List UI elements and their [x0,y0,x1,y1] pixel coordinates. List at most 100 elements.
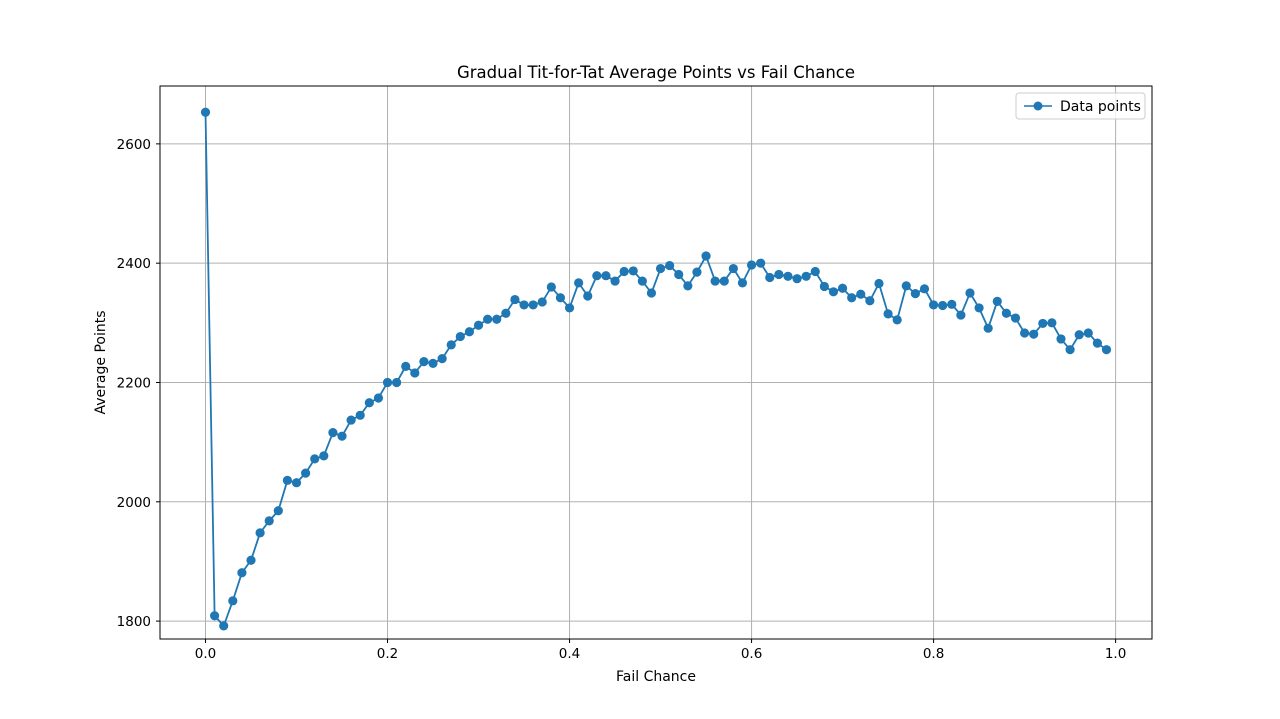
data-point [637,276,647,286]
data-point [692,267,702,277]
data-point [1056,334,1066,344]
data-point [928,300,939,310]
data-point [883,309,893,319]
data-point [282,475,293,485]
data-point [392,377,402,388]
data-point [847,293,857,303]
legend-marker-swatch [1033,101,1043,111]
data-point [919,284,930,294]
x-axis-label: Fail Chance [616,669,696,685]
data-point [301,468,311,478]
data-point [646,288,657,298]
data-point [683,281,693,291]
legend-box [1015,92,1146,120]
data-point [492,314,502,324]
data-point [364,398,374,408]
series-line [204,112,1108,627]
data-point [1083,328,1093,338]
data-point [956,310,966,320]
data-point [710,276,720,286]
data-point [546,282,556,292]
grid [160,86,1152,639]
data-point [328,427,338,438]
data-point [337,431,347,441]
data-point [865,296,875,306]
data-point [992,296,1002,306]
data-point [446,340,456,350]
data-point [774,269,784,280]
data-point [874,278,884,289]
data-point [200,107,211,117]
data-point [1038,318,1048,329]
data-point [819,281,829,292]
y-axis-label: Average Points [93,311,109,415]
data-point [428,358,438,368]
legend: Data points [1015,92,1146,120]
data-point [938,300,948,311]
data-point [837,283,848,293]
data-point [510,294,520,305]
data-point [1065,345,1075,355]
data-point [310,454,320,464]
data-point [701,251,711,261]
data-point [947,299,957,309]
data-point [983,323,993,333]
data-point [610,276,620,286]
data-point [437,354,447,364]
y-tick-label: 1800 [117,614,151,630]
data-point [1001,308,1011,318]
data-point [219,621,229,631]
data-point [519,300,529,310]
data-point [583,291,593,301]
data-point [483,314,493,324]
data-point [655,263,666,274]
data-point [756,258,766,268]
x-tick-label: 0.0 [195,646,216,662]
data-point [828,287,839,297]
x-tick-label: 0.4 [559,646,580,662]
x-tick-label: 0.6 [741,646,762,662]
data-point [1092,338,1102,348]
data-point [601,271,611,281]
data-point [319,451,329,461]
data-point [728,263,738,274]
data-point [1101,345,1112,355]
data-point [464,327,475,337]
x-tick-label: 1.0 [1105,646,1126,662]
data-point [501,308,511,318]
data-point [346,415,356,425]
data-point [382,377,393,388]
data-point [892,315,902,325]
data-point [1074,330,1084,340]
data-point [1029,329,1039,339]
x-tick-label: 0.2 [377,646,398,662]
data-point [592,271,602,281]
data-point [264,516,274,526]
x-tick-label: 0.8 [923,646,944,662]
data-point [1019,328,1030,338]
data-point [628,266,638,276]
data-point [564,303,575,313]
data-point [273,506,283,516]
data-point [783,271,793,281]
data-point [528,300,538,310]
legend-label: Data points [1060,99,1141,115]
data-point [801,271,811,281]
x-axis-ticks: 0.0 0.2 0.4 0.6 0.8 1.0 [195,639,1126,662]
data-point [665,260,675,271]
data-point [974,303,984,313]
data-point [719,276,729,286]
data-point [965,288,975,298]
data-point [210,611,220,621]
data-point [237,568,247,578]
data-point [455,331,465,342]
data-point [765,272,775,283]
data-point [810,266,820,277]
data-point [291,478,302,488]
data-point [373,393,384,403]
chart-title: Gradual Tit-for-Tat Average Points vs Fa… [457,63,855,82]
data-point [410,368,420,378]
y-tick-label: 2200 [117,375,151,391]
